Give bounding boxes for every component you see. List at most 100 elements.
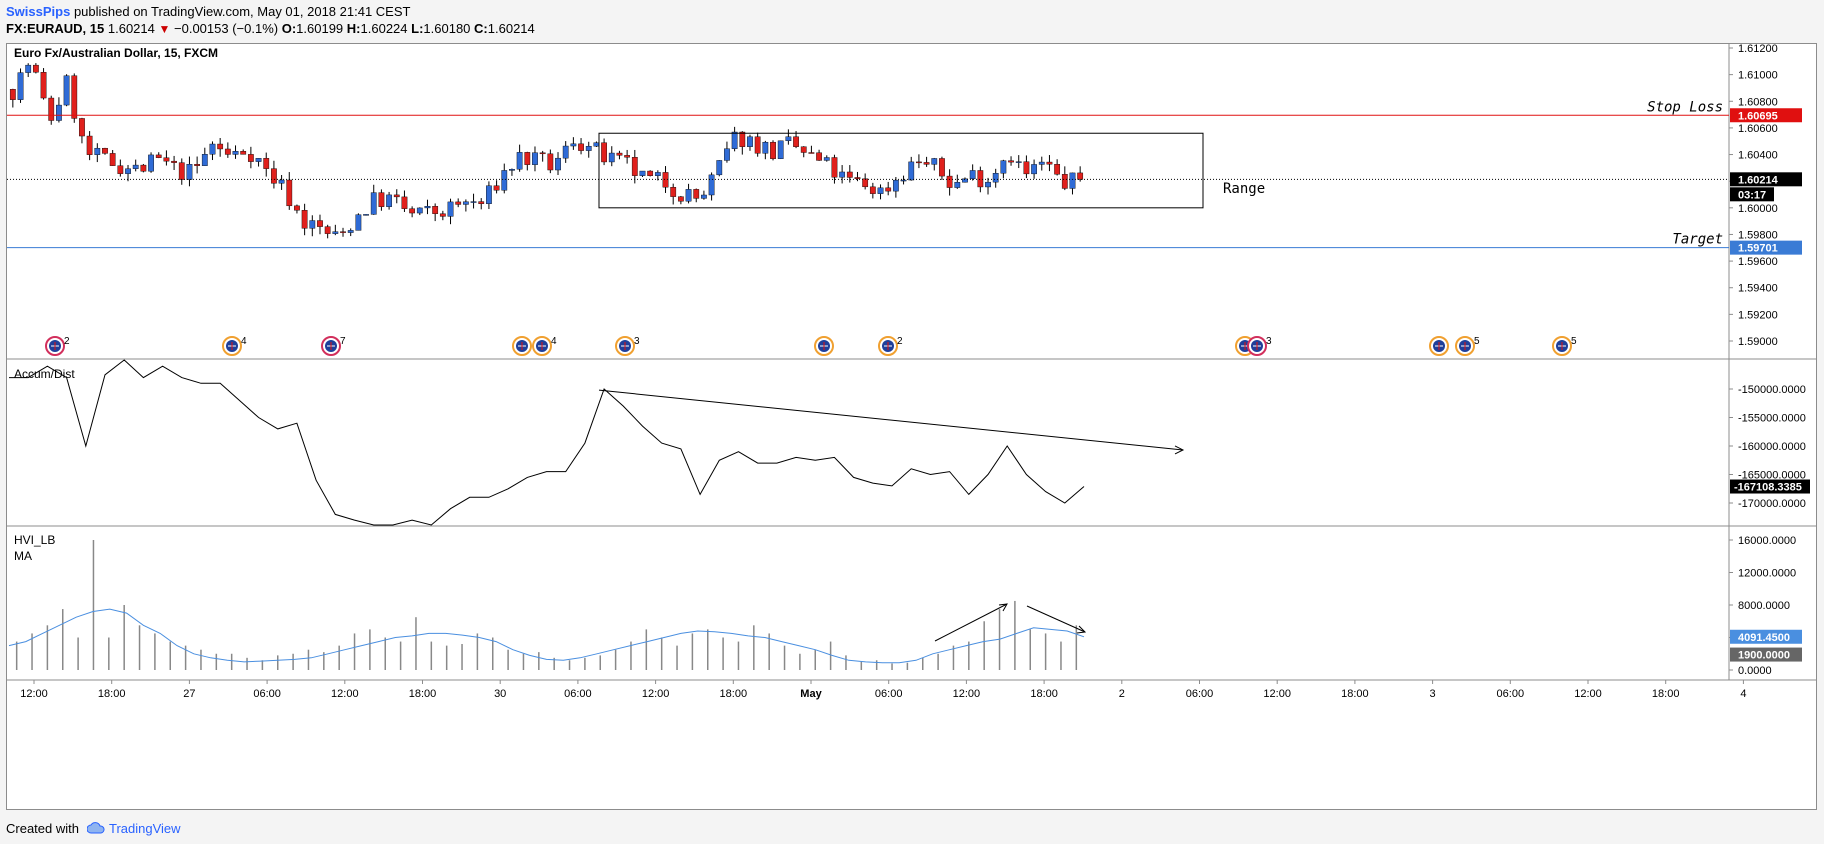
candle-body	[685, 189, 692, 202]
tradingview-link[interactable]: TradingView	[86, 821, 181, 836]
symbol: FX:EURAUD, 15	[6, 21, 105, 36]
candle-body	[424, 206, 431, 209]
candle-body	[79, 118, 85, 137]
candle-body	[255, 158, 262, 162]
candle-body	[831, 157, 838, 178]
candle-body	[777, 140, 784, 159]
event-count: 4	[241, 336, 247, 347]
candle-body	[416, 207, 423, 214]
candle-body	[939, 158, 945, 177]
last-price: 1.60214	[107, 21, 155, 36]
time-tick-label: 12:00	[1574, 688, 1602, 700]
high-value: 1.60224	[360, 21, 408, 36]
candle-body	[992, 173, 999, 183]
candle-body	[455, 201, 462, 205]
level-label: Target	[1672, 232, 1723, 248]
candle-body	[892, 179, 899, 192]
low-value: 1.60180	[423, 21, 471, 36]
price-tick-label: 1.59000	[1738, 336, 1778, 348]
chart-svg[interactable]: Euro Fx/Australian Dollar, 15, FXCM 1.612…	[7, 44, 1816, 809]
level-price-value: 1.60695	[1738, 110, 1778, 122]
candle-body	[823, 157, 830, 161]
accum-trendline[interactable]	[598, 389, 1184, 451]
event-count: 7	[340, 336, 346, 347]
candle-body	[562, 145, 569, 159]
time-tick-label: 12:00	[642, 688, 670, 700]
candle-body	[931, 158, 938, 165]
candle-body	[954, 182, 961, 188]
candle-body	[639, 170, 646, 176]
price-change: −0.00153 (−0.1%)	[174, 21, 279, 36]
candle-body	[447, 201, 454, 217]
author-link[interactable]: SwissPips	[6, 4, 71, 19]
close-value: 1.60214	[487, 21, 535, 36]
candle-body	[209, 143, 216, 155]
candle-body	[631, 157, 638, 176]
candle-body	[86, 135, 93, 155]
candle-body	[985, 181, 991, 188]
candle-body	[224, 148, 231, 155]
accum-tick-label: -170000.0000	[1738, 498, 1806, 510]
volume-down-arrow[interactable]	[1026, 605, 1086, 633]
candle-body	[32, 64, 39, 73]
candle-body	[1061, 174, 1068, 189]
candle-body	[486, 185, 492, 204]
candle-body	[1008, 160, 1014, 163]
volume-up-arrow[interactable]	[934, 603, 1008, 642]
candle-body	[793, 136, 799, 147]
candle-body	[340, 231, 346, 233]
candle-body	[547, 153, 554, 171]
candle-body	[125, 168, 131, 174]
candle-body	[171, 160, 177, 163]
candle-body	[501, 170, 508, 191]
candle-body	[294, 205, 300, 211]
candle-body	[71, 75, 78, 119]
candle-body	[63, 75, 70, 106]
accum-tick-label: -150000.0000	[1738, 384, 1806, 396]
price-tick-label: 1.59600	[1738, 256, 1778, 268]
time-tick-label: 06:00	[875, 688, 903, 700]
candle-body	[132, 164, 139, 169]
candle-body	[509, 169, 515, 171]
price-tick-label: 1.59400	[1738, 283, 1778, 295]
candle-body	[286, 179, 293, 207]
candle-body	[670, 186, 677, 197]
candle-body	[301, 210, 308, 229]
time-tick-label: 4	[1740, 688, 1746, 700]
time-tick-label: 12:00	[1263, 688, 1291, 700]
candle-body	[601, 142, 607, 163]
close-label: C:	[474, 21, 488, 36]
countdown-value: 03:17	[1738, 189, 1766, 201]
candle-body	[808, 152, 815, 154]
symbol-line: FX:EURAUD, 15 1.60214 ▼ −0.00153 (−0.1%)…	[6, 21, 535, 36]
candle-body	[785, 136, 792, 142]
chart-area[interactable]: Euro Fx/Australian Dollar, 15, FXCM 1.612…	[6, 43, 1817, 810]
volume-tick-label: 12000.0000	[1738, 568, 1796, 580]
candle-body	[217, 143, 224, 150]
candle-body	[102, 147, 108, 154]
candle-body	[839, 171, 846, 178]
arrowhead	[1076, 625, 1087, 634]
time-tick-label: 30	[494, 688, 506, 700]
volume-tick-label: 16000.0000	[1738, 535, 1796, 547]
price-tick-label: 1.61000	[1738, 70, 1778, 82]
candle-body	[654, 172, 661, 176]
candle-body	[677, 196, 684, 202]
candle-body	[816, 152, 822, 161]
accum-tick-label: -165000.0000	[1738, 470, 1806, 482]
price-tick-label: 1.59200	[1738, 309, 1778, 321]
candle-body	[386, 194, 392, 207]
candle-body	[854, 177, 861, 179]
price-tick-label: 1.59800	[1738, 229, 1778, 241]
candle-body	[194, 164, 201, 166]
candle-body	[378, 192, 385, 207]
candle-body	[693, 189, 700, 199]
candle-body	[309, 220, 316, 229]
candle-body	[439, 213, 446, 217]
range-rectangle[interactable]	[598, 132, 1204, 209]
price-tick-label: 1.60600	[1738, 123, 1778, 135]
time-tick-label: 12:00	[20, 688, 48, 700]
candle-body	[370, 192, 377, 215]
candle-body	[148, 154, 154, 172]
current-price-badge	[1730, 172, 1802, 187]
